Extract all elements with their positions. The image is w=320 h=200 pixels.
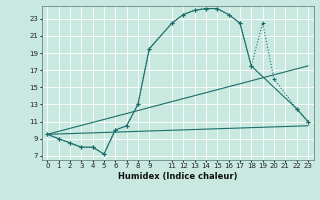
X-axis label: Humidex (Indice chaleur): Humidex (Indice chaleur)	[118, 172, 237, 181]
